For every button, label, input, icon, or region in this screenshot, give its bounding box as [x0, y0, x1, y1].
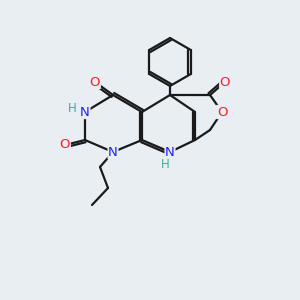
Text: H: H: [68, 101, 76, 115]
Text: O: O: [217, 106, 227, 118]
Text: O: O: [60, 139, 70, 152]
Text: N: N: [165, 146, 175, 158]
Text: N: N: [108, 146, 118, 158]
Text: H: H: [160, 158, 169, 170]
Text: O: O: [220, 76, 230, 88]
Text: N: N: [80, 106, 90, 118]
Text: O: O: [90, 76, 100, 88]
